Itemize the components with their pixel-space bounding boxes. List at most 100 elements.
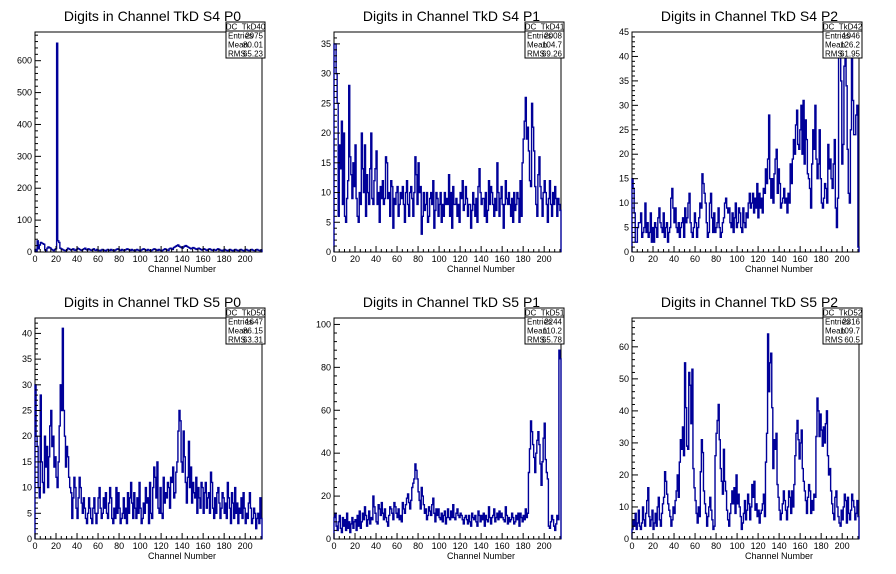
y-tick-label: 45 [619, 27, 629, 37]
x-tick-label: 120 [751, 254, 766, 264]
y-tick-label: 15 [619, 174, 629, 184]
histogram-panel: Digits in Channel TkD S5 P00 20 40 60 80 100 1… [22, 294, 266, 561]
histogram-panel: Digits in Channel TkD S4 P10 20 40 60 80 100 1… [321, 8, 565, 274]
x-tick-label: 100 [730, 541, 745, 551]
y-tick-label: 600 [17, 56, 32, 66]
x-tick-label: 140 [772, 541, 787, 551]
y-tick-label: 300 [17, 151, 32, 161]
stats-value: 69.26 [542, 50, 563, 59]
x-tick-label: 160 [495, 541, 510, 551]
stats-value: 65.23 [243, 50, 264, 59]
x-tick-label: 20 [648, 254, 658, 264]
stats-value: 1946 [842, 32, 860, 41]
y-tick-label: 20 [619, 470, 629, 480]
x-tick-label: 140 [474, 541, 489, 551]
x-tick-label: 200 [835, 541, 850, 551]
panel-title: Digits in Channel TkD S4 P2 [661, 8, 838, 24]
y-tick-label: 10 [619, 502, 629, 512]
x-tick-label: 160 [196, 541, 211, 551]
stats-value: 65.78 [542, 336, 563, 345]
x-tick-label: 80 [114, 541, 124, 551]
x-tick-label: 200 [835, 254, 850, 264]
y-tick-label: 40 [619, 406, 629, 416]
y-tick-label: 35 [22, 354, 32, 364]
x-tick-label: 200 [238, 541, 253, 551]
panel-title: Digits in Channel TkD S4 P1 [363, 8, 540, 24]
stats-label: RMS [825, 336, 843, 345]
x-tick-label: 160 [495, 254, 510, 264]
x-tick-label: 60 [392, 254, 402, 264]
x-tick-label: 60 [392, 541, 402, 551]
y-tick-label: 500 [17, 88, 32, 98]
plot-frame [334, 32, 561, 252]
y-tick-label: 400 [17, 119, 32, 129]
y-tick-label: 0 [624, 534, 629, 544]
histogram-line [632, 37, 859, 252]
x-axis-label: Channel Number [447, 264, 515, 274]
y-tick-label: 5 [27, 508, 32, 518]
stats-name: DC_TkD40 [226, 23, 266, 32]
stats-value: 2316 [842, 318, 860, 327]
x-tick-label: 160 [196, 254, 211, 264]
x-tick-label: 200 [537, 541, 552, 551]
y-tick-label: 30 [22, 380, 32, 390]
histogram-line [35, 328, 262, 539]
x-tick-label: 40 [669, 541, 679, 551]
x-tick-label: 20 [51, 254, 61, 264]
x-tick-label: 180 [217, 541, 232, 551]
stats-value: 2975 [245, 32, 263, 41]
x-tick-label: 40 [669, 254, 679, 264]
histogram-panel: Digits in Channel TkD S4 P0 0 20 40 60 80 100 1… [17, 8, 266, 274]
x-tick-label: 60 [93, 254, 103, 264]
x-tick-label: 160 [793, 254, 808, 264]
x-tick-label: 80 [413, 254, 423, 264]
y-tick-label: 0 [326, 534, 331, 544]
y-tick-label: 50 [619, 374, 629, 384]
y-tick-label: 0 [624, 247, 629, 257]
panel-title: Digits in Channel TkD S4 P0 [64, 8, 241, 24]
plot-frame [334, 318, 561, 539]
histogram-panel: Digits in Channel TkD S4 P20 20 40 60 80 100 1… [619, 8, 863, 274]
x-tick-label: 100 [432, 541, 447, 551]
x-tick-label: 40 [371, 254, 381, 264]
y-tick-label: 20 [22, 431, 32, 441]
plot-frame [35, 32, 262, 252]
stats-value: 1647 [245, 318, 263, 327]
x-tick-label: 100 [133, 254, 148, 264]
stats-value: 104.7 [542, 41, 563, 50]
x-tick-label: 180 [814, 254, 829, 264]
panel-title: Digits in Channel TkD S5 P0 [64, 294, 241, 310]
histogram-line [35, 43, 262, 252]
x-tick-label: 60 [690, 254, 700, 264]
stats-value: 63.31 [243, 336, 264, 345]
stats-name: DC_TkD50 [226, 309, 266, 318]
y-tick-label: 0 [27, 534, 32, 544]
stats-value: 86.15 [243, 327, 264, 336]
histogram-canvas: Digits in Channel TkD S4 P00 20 40 60 80 100 1… [0, 0, 896, 574]
histogram-panel: Digits in Channel TkD S5 P20 20 40 60 80 100 1… [619, 294, 863, 561]
x-tick-label: 120 [453, 254, 468, 264]
x-tick-label: 120 [154, 254, 169, 264]
x-tick-label: 180 [516, 541, 531, 551]
y-tick-label: 200 [17, 183, 32, 193]
stats-name: DC_TkD52 [823, 309, 863, 318]
y-tick-label: 35 [619, 76, 629, 86]
stats-value: 2008 [544, 32, 562, 41]
y-tick-label: 20 [321, 128, 331, 138]
x-tick-label: 80 [114, 254, 124, 264]
x-axis-label: Channel Number [745, 551, 813, 561]
stats-name: DC_TkD51 [525, 309, 565, 318]
x-tick-label: 200 [238, 254, 253, 264]
x-tick-label: 20 [350, 254, 360, 264]
x-tick-label: 0 [331, 254, 336, 264]
stats-value: 126.2 [840, 41, 861, 50]
x-tick-label: 0 [331, 541, 336, 551]
y-tick-label: 40 [22, 328, 32, 338]
x-tick-label: 80 [711, 254, 721, 264]
y-tick-label: 35 [321, 39, 331, 49]
x-axis-label: Channel Number [447, 551, 515, 561]
